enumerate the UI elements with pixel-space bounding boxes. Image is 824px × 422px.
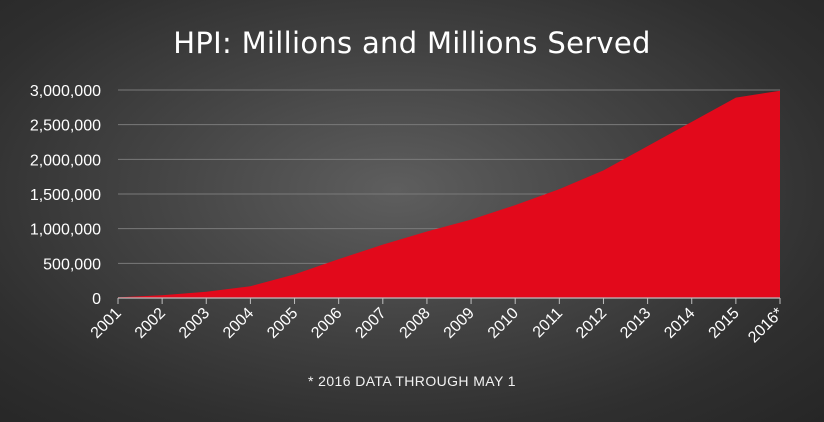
y-tick-label: 2,500,000 <box>30 118 101 135</box>
x-tick-label: 2015 <box>706 305 743 342</box>
x-tick-label: 2014 <box>661 305 698 342</box>
y-tick-label: 0 <box>92 291 101 308</box>
x-tick-label: 2012 <box>573 305 610 342</box>
chart-footnote: * 2016 DATA THROUGH MAY 1 <box>308 373 516 389</box>
x-tick-label: 2004 <box>220 305 257 342</box>
x-tick-label: 2002 <box>132 305 169 342</box>
x-tick-label: 2013 <box>617 305 654 342</box>
x-tick-label: 2001 <box>88 305 125 342</box>
y-tick-label: 500,000 <box>43 256 101 273</box>
x-tick-label: 2010 <box>485 305 522 342</box>
y-tick-label: 2,000,000 <box>30 152 101 169</box>
x-tick-label: 2006 <box>308 305 345 342</box>
x-tick-label: 2016* <box>745 305 787 347</box>
y-tick-label: 1,000,000 <box>30 222 101 239</box>
x-tick-label: 2003 <box>176 305 213 342</box>
y-tick-label: 3,000,000 <box>30 83 101 100</box>
area-series <box>118 90 780 298</box>
chart-title: HPI: Millions and Millions Served <box>173 26 651 60</box>
y-tick-label: 1,500,000 <box>30 187 101 204</box>
x-tick-label: 2007 <box>352 305 389 342</box>
x-tick-label: 2011 <box>530 305 566 341</box>
x-tick-label: 2009 <box>441 305 478 342</box>
x-tick-label: 2008 <box>397 305 434 342</box>
x-tick-label: 2005 <box>264 305 301 342</box>
